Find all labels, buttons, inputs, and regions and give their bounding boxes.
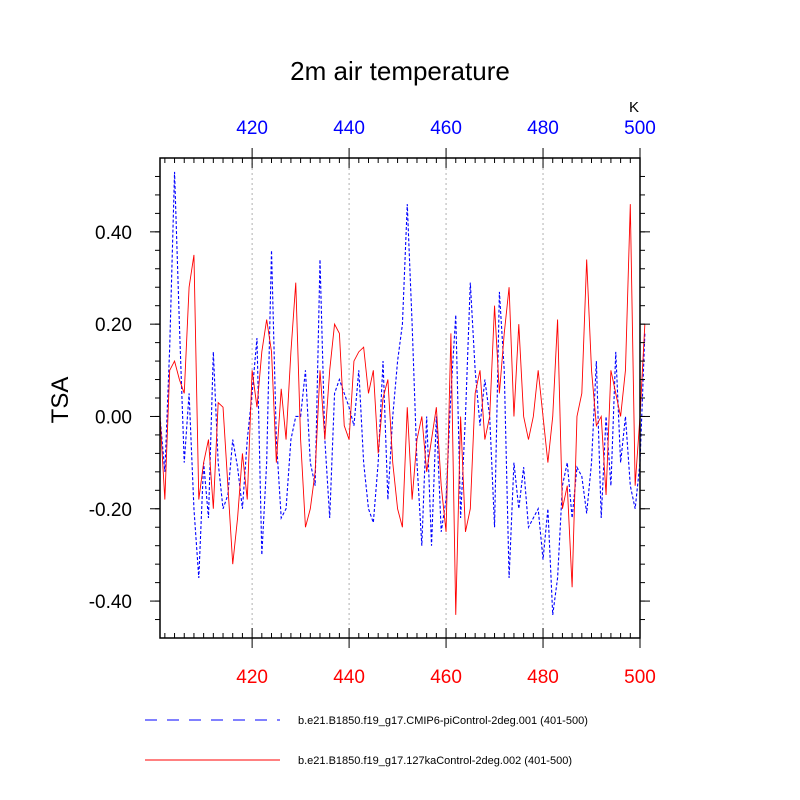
axes-ticks: 420 420 440 440 460 460 480 480 500 500 -0.40 -0.20… [89, 118, 656, 688]
x-tick-label-bottom: 480 [527, 667, 559, 688]
chart-title: 2m air temperature [290, 56, 510, 86]
series-line-1 [159, 171, 646, 615]
x-tick-label-top: 500 [624, 118, 656, 139]
series-lines [159, 171, 646, 615]
plot-frame [159, 157, 641, 639]
y-tick-label: 0.20 [95, 315, 132, 336]
x-tick-label-top: 460 [430, 118, 462, 139]
grid-lines [251, 158, 544, 638]
x-tick-label-bottom: 500 [624, 667, 656, 688]
y-tick-label: 0.40 [95, 223, 132, 244]
y-axis-label: TSA [47, 377, 74, 424]
x-tick-label-top: 440 [333, 118, 365, 139]
x-tick-label-bottom: 420 [236, 667, 268, 688]
x-tick-label-top: 480 [527, 118, 559, 139]
y-tick-label: -0.20 [89, 500, 132, 521]
legend-label-1: b.e21.B1850.f19_g17.CMIP6-piControl-2deg… [298, 715, 588, 727]
legend: b.e21.B1850.f19_g17.CMIP6-piControl-2deg… [145, 715, 588, 767]
y-tick-label: 0.00 [95, 407, 132, 428]
x-tick-label-top: 420 [236, 118, 268, 139]
units-label: K [629, 99, 639, 116]
series-line-2 [159, 204, 646, 615]
y-tick-label: -0.40 [89, 592, 132, 613]
x-tick-label-bottom: 460 [430, 667, 462, 688]
legend-label-2: b.e21.B1850.f19_g17.127kaControl-2deg.00… [298, 755, 572, 767]
x-tick-label-bottom: 440 [333, 667, 365, 688]
